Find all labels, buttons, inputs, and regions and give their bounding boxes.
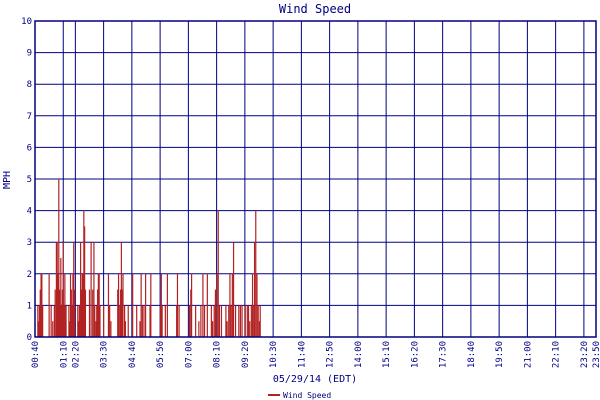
chart-title: Wind Speed: [279, 2, 351, 16]
y-tick-label: 1: [27, 301, 32, 311]
x-tick-label: 14:00: [354, 341, 364, 368]
x-tick-label: 02:20: [71, 341, 81, 368]
x-tick-label: 05:50: [156, 341, 166, 368]
x-tick-label: 12:50: [326, 341, 336, 368]
legend: Wind Speed: [268, 391, 331, 400]
x-tick-label: 15:10: [382, 341, 392, 368]
x-tick-label: 00:40: [31, 341, 41, 368]
x-tick-label: 16:20: [410, 341, 420, 368]
y-tick-label: 4: [27, 207, 32, 217]
x-tick-label: 09:20: [241, 341, 251, 368]
x-tick-label: 07:00: [184, 341, 194, 368]
y-tick-label: 3: [27, 238, 32, 248]
y-tick-label: 0: [27, 333, 32, 343]
x-tick-label: 04:40: [128, 341, 138, 368]
x-tick-label: 08:10: [213, 341, 223, 368]
y-tick-label: 9: [27, 49, 32, 59]
y-tick-label: 5: [27, 175, 32, 185]
x-tick-label: 11:40: [297, 341, 307, 368]
y-axis-label: MPH: [2, 171, 13, 189]
y-tick-label: 8: [27, 80, 32, 90]
y-tick-label: 7: [27, 112, 32, 122]
x-tick-label: 03:30: [100, 341, 110, 368]
plot-frame: [34, 20, 597, 338]
y-tick-label: 2: [27, 270, 32, 280]
x-tick-label: 17:30: [439, 341, 449, 368]
x-tick-label: 23:20: [580, 341, 590, 368]
x-tick-labels: 00:40 01:10 02:20 03:30 04:40 05:50 07:00 08:10…: [31, 341, 600, 368]
y-tick-label: 10: [21, 17, 32, 27]
legend-label: Wind Speed: [283, 391, 331, 400]
x-axis-label: 05/29/14 (EDT): [273, 374, 357, 385]
x-tick-label: 10:30: [269, 341, 279, 368]
x-tick-label: 18:40: [467, 341, 477, 368]
x-tick-label: 22:10: [552, 341, 562, 368]
y-tick-label: 6: [27, 143, 32, 153]
data-bars: [37, 179, 261, 337]
x-tick-label: 19:50: [495, 341, 505, 368]
x-tick-label: 23:50: [592, 341, 600, 368]
x-tick-label: 01:10: [59, 341, 69, 368]
x-tick-label: 21:00: [523, 341, 533, 368]
y-tick-labels: 0 1 2 3 4 5 6 7 8 9 10: [21, 17, 32, 343]
